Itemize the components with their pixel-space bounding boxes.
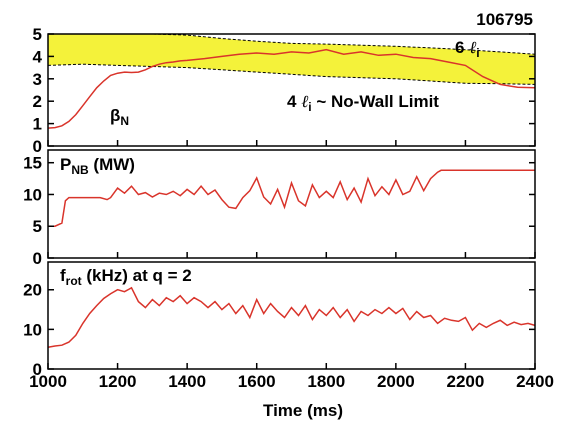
band-lower-edge	[47, 63, 536, 85]
x-tick-label: 2000	[377, 372, 415, 391]
pnb-panel: 0 5 10 15 PNB (MW)	[23, 149, 536, 268]
y-tick-label: 0	[33, 360, 42, 379]
frot-panel-title: frot (kHz) at q = 2	[60, 266, 192, 288]
x-tick-label: 1000	[29, 372, 67, 391]
frot-y-ticks: 0 10 20	[23, 281, 536, 379]
x-tick-label: 2400	[516, 372, 554, 391]
y-tick-label: 10	[23, 185, 42, 204]
shot-number-label: 106795	[476, 10, 533, 29]
beta-n-panel-frame	[47, 33, 536, 147]
beta-n-series-label: βN	[110, 106, 129, 128]
no-wall-limit-band	[48, 34, 535, 85]
frot-panel: 0 10 20 1000 1200 1400 1600 1800 2000 2200 2400 f…	[23, 261, 554, 420]
beta-n-y-ticks: 0 1 2 3 4 5	[33, 25, 536, 156]
frot-panel-frame	[47, 261, 536, 370]
y-tick-label: 2	[33, 92, 42, 111]
frot-series-line	[47, 286, 536, 348]
x-tick-label: 1600	[238, 372, 276, 391]
pnb-panel-frame	[47, 149, 536, 259]
y-tick-label: 4	[33, 47, 43, 66]
band-upper-label: 6 ℓi	[455, 38, 480, 60]
time-x-ticks: 1000 1200 1400 1600 1800 2000 2200 2400	[29, 372, 554, 391]
y-tick-label: 1	[33, 115, 42, 134]
y-tick-label: 3	[33, 70, 42, 89]
pnb-y-ticks: 0 5 10 15	[23, 154, 536, 268]
y-tick-label: 0	[33, 249, 42, 268]
pnb-panel-title: PNB (MW)	[60, 155, 135, 177]
band-lower-label: 4 ℓi ~ No-Wall Limit	[287, 92, 439, 114]
y-tick-label: 15	[23, 154, 42, 173]
y-tick-label: 5	[33, 25, 42, 44]
pnb-series-line	[48, 169, 535, 227]
beta-n-series-line	[47, 48, 536, 129]
y-tick-label: 5	[33, 217, 42, 236]
x-tick-label: 1800	[307, 372, 345, 391]
x-tick-label: 1400	[168, 372, 206, 391]
y-tick-label: 20	[23, 281, 42, 300]
y-tick-label: 10	[23, 320, 42, 339]
x-axis-label: Time (ms)	[263, 401, 343, 420]
x-tick-label: 1200	[99, 372, 137, 391]
x-tick-label: 2200	[447, 372, 485, 391]
y-tick-label: 0	[33, 137, 42, 156]
